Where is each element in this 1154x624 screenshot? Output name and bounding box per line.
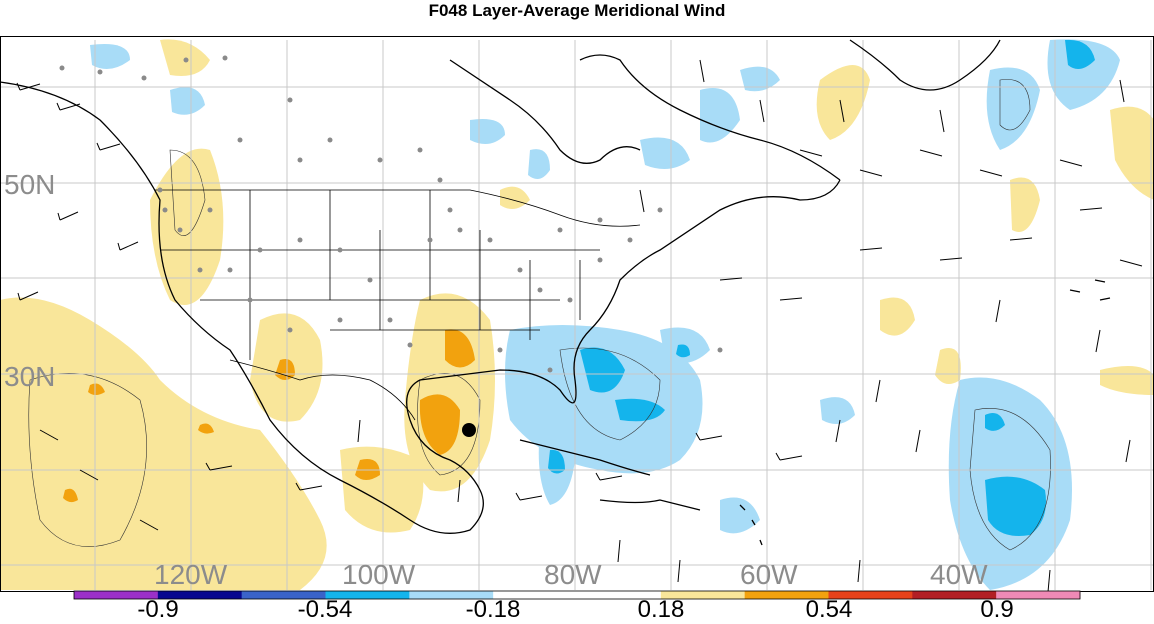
colorbar-label-0.9: 0.9 bbox=[980, 596, 1014, 623]
colorbar-swatch bbox=[577, 591, 662, 599]
lon-label-100w: 100W bbox=[342, 559, 416, 590]
strong-negative-areas bbox=[548, 39, 1095, 536]
colorbar-swatch bbox=[828, 591, 913, 599]
colorbar-swatch bbox=[157, 591, 243, 599]
colorbar-swatch bbox=[996, 591, 1081, 599]
lon-label-60w: 60W bbox=[740, 559, 798, 590]
colorbar-swatches bbox=[74, 591, 1081, 599]
lon-label-40w: 40W bbox=[930, 559, 988, 590]
colorbar-label-neg-0.18: -0.18 bbox=[465, 596, 521, 623]
colorbar-swatch bbox=[912, 591, 997, 599]
wind-barbs bbox=[16, 59, 1143, 592]
colorbar bbox=[73, 590, 1081, 600]
chart-title: F048 Layer-Average Meridional Wind bbox=[428, 1, 726, 20]
colorbar-swatch bbox=[493, 591, 578, 599]
colorbar-label-0.18: 0.18 bbox=[637, 596, 685, 623]
map-panel: 50N 30N 120W 100W 80W 60W 40W bbox=[0, 36, 1154, 592]
coastlines bbox=[0, 39, 1111, 546]
colorbar-label-0.54: 0.54 bbox=[805, 596, 853, 623]
colorbar-swatch bbox=[744, 591, 829, 599]
lat-label-30n: 30N bbox=[4, 361, 55, 392]
colorbar-frame bbox=[73, 590, 1081, 600]
colorbar-label-neg-0.9: -0.9 bbox=[137, 596, 179, 623]
colorbar-swatch bbox=[241, 591, 326, 599]
axis-labels: 50N 30N 120W 100W 80W 60W 40W bbox=[4, 169, 988, 590]
storm-center-marker bbox=[462, 423, 476, 437]
positive-anomaly-areas bbox=[0, 39, 1154, 590]
colorbar-swatch bbox=[660, 591, 746, 599]
contour-lines bbox=[28, 79, 1051, 551]
colorbar-label-neg-0.54: -0.54 bbox=[297, 596, 353, 623]
colorbar-swatch bbox=[409, 591, 494, 599]
colorbar-swatch bbox=[74, 591, 159, 599]
lon-label-80w: 80W bbox=[544, 559, 602, 590]
station-markers bbox=[59, 55, 723, 373]
political-borders bbox=[155, 189, 641, 421]
lat-label-50n: 50N bbox=[4, 169, 55, 200]
lon-label-120w: 120W bbox=[154, 559, 228, 590]
colorbar-swatch bbox=[325, 591, 410, 599]
lat-lon-grid bbox=[0, 40, 1154, 590]
